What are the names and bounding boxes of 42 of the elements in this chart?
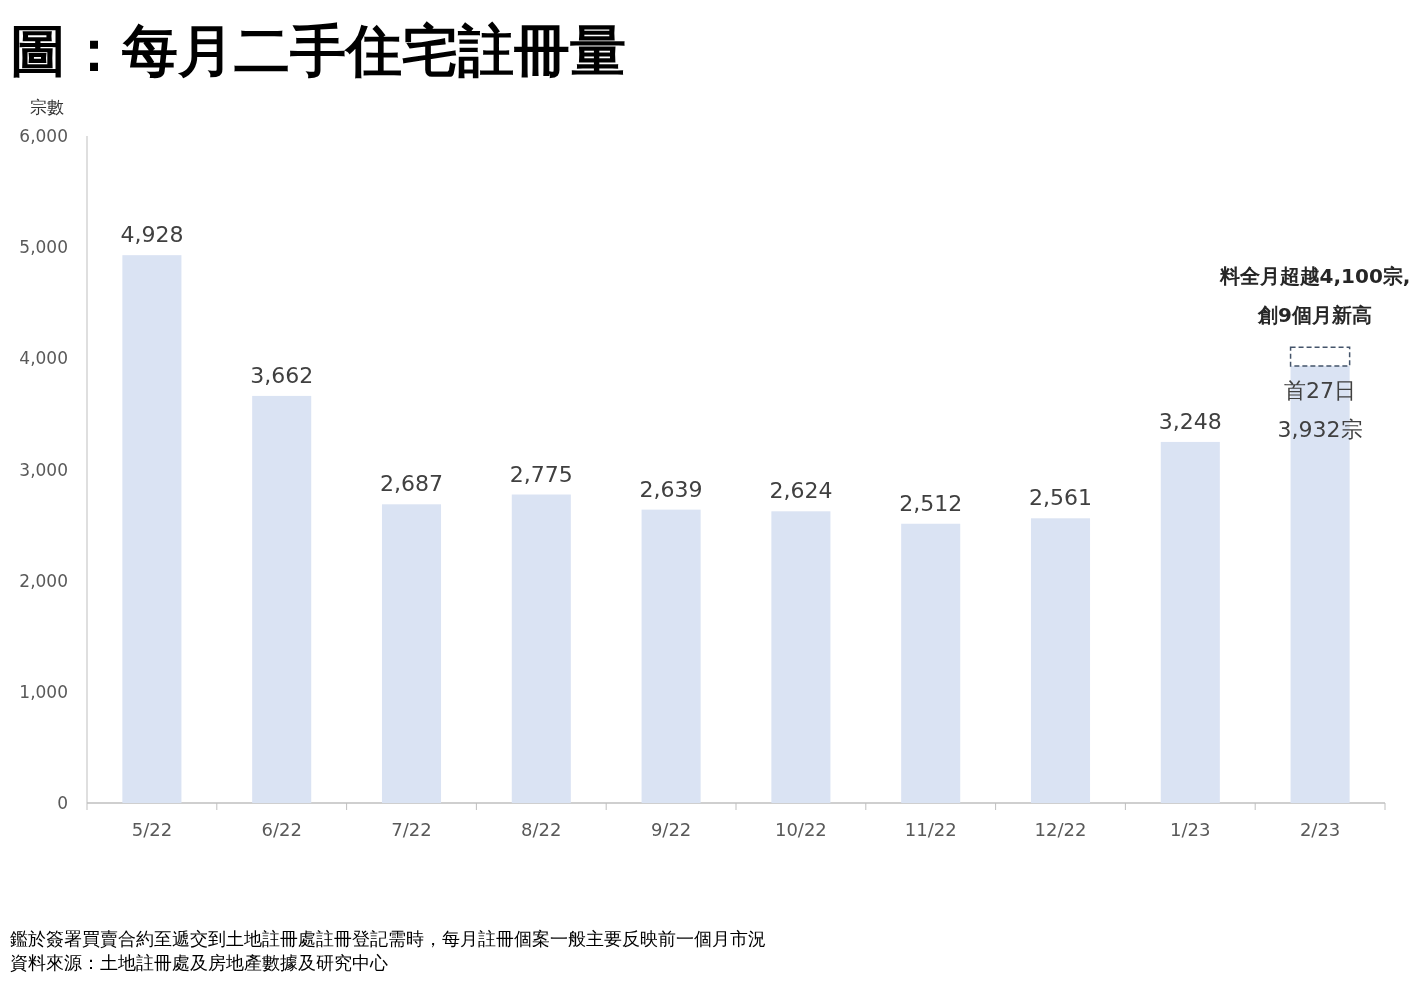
data-label: 首27日 3,932宗 [1277,377,1363,442]
data-label: 2,561 [1029,485,1092,511]
bar [381,504,442,803]
chart-title: 圖：每月二手住宅註冊量 [10,18,626,83]
x-tick-label: 6/22 [261,819,302,840]
x-tick-label: 5/22 [131,819,173,840]
y-axis-title: 宗數 [30,97,64,117]
data-label: 3,248 [1158,408,1222,434]
x-tick-label: 8/22 [521,819,562,840]
data-label: 2,512 [899,490,963,516]
data-label: 2,624 [769,478,833,504]
y-tick-label: 2,000 [19,570,68,591]
annotation: 料全月超越4,100宗, 創9個月新高 [1218,264,1411,328]
bar [1289,346,1351,367]
x-tick-label: 11/22 [904,819,957,840]
y-tick-label: 4,000 [19,348,68,369]
data-label: 2,639 [639,476,703,502]
y-tick-label: 5,000 [19,237,68,258]
text: 鑑於簽署買賣合約至遞交到土地註冊處註冊登記需時，每月註冊個案一般主要反映前一個月市況 [10,928,766,949]
source-note: 資料來源：土地註冊處及房地產數據及研究中心 [10,952,388,973]
data-label: 2,775 [509,461,573,487]
bar [1030,518,1091,803]
bar [122,255,182,803]
bar [771,511,831,803]
bar [1160,441,1220,803]
y-tick-label: 6,000 [19,126,68,146]
y-tick-label: 3,000 [19,459,68,480]
bar [252,395,312,803]
x-tick-label: 9/22 [650,819,692,840]
data-label: 4,928 [120,222,184,248]
data-label: 3,662 [250,362,314,388]
bar [641,509,701,803]
x-tick-label: 7/22 [391,819,432,840]
bar [901,523,961,803]
x-tick-label: 10/22 [774,819,827,840]
x-tick-label: 1/23 [1170,819,1211,840]
data-label: 2,687 [380,471,443,497]
bar [511,494,571,803]
x-tick-label: 12/22 [1034,819,1087,840]
y-tick-label: 1,000 [19,681,68,702]
y-tick-label: 0 [57,793,68,813]
x-tick-label: 2/23 [1299,819,1341,840]
